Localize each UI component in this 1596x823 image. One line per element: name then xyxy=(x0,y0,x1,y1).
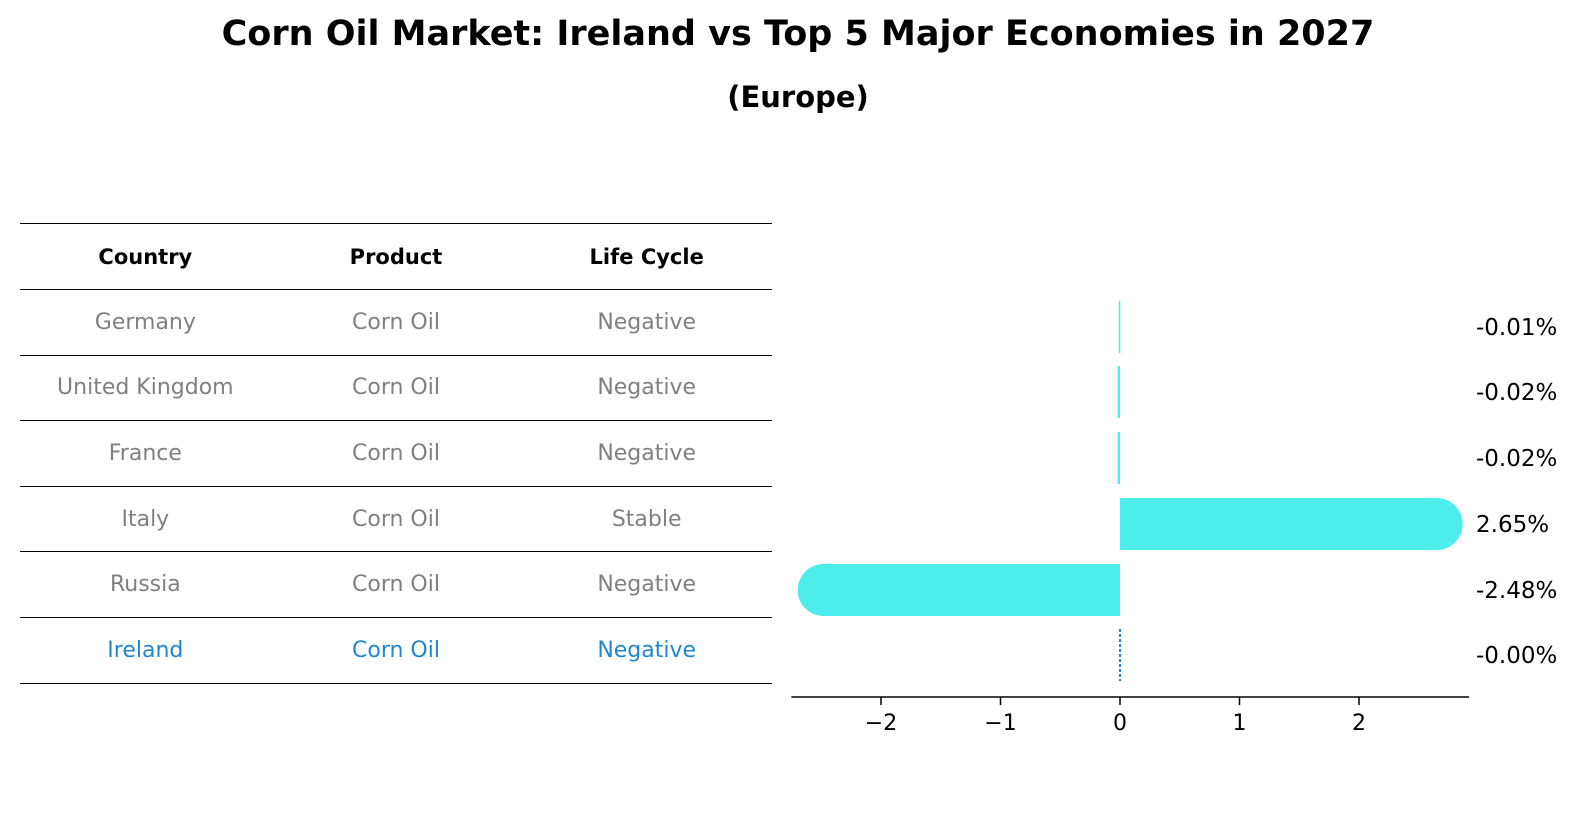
comparison-table: Country Product Life Cycle Germany Corn … xyxy=(20,223,772,684)
x-tick-label: 2 xyxy=(1352,711,1366,736)
cell-life-cycle: Stable xyxy=(611,506,682,532)
cell-life-cycle: Negative xyxy=(597,440,697,466)
bar-value-label: -2.48% xyxy=(1476,578,1557,604)
bar-value-label: -0.00% xyxy=(1476,643,1557,669)
cell-life-cycle: Negative xyxy=(597,309,697,335)
bar xyxy=(1120,498,1463,550)
cell-life-cycle: Negative xyxy=(597,375,697,401)
bar xyxy=(1117,366,1120,418)
cell-country: Russia xyxy=(109,572,181,598)
header-country: Country xyxy=(98,244,193,269)
cell-country: Germany xyxy=(94,309,196,335)
bar-value-label: -0.01% xyxy=(1476,315,1557,341)
cell-product: Corn Oil xyxy=(352,440,440,466)
table-row: Russia Corn Oil Negative xyxy=(20,552,772,618)
x-tick-label: −1 xyxy=(984,711,1016,736)
cell-product: Corn Oil xyxy=(352,506,440,532)
cell-life-cycle: Negative xyxy=(597,637,697,663)
bar xyxy=(1117,432,1120,484)
bar-value-label: -0.02% xyxy=(1476,446,1557,472)
cell-life-cycle: Negative xyxy=(597,572,697,598)
chart-title: Corn Oil Market: Ireland vs Top 5 Major … xyxy=(221,14,1375,54)
table-row: Germany Corn Oil Negative xyxy=(20,290,772,356)
bar-value-label: 2.65% xyxy=(1476,512,1549,538)
cell-product: Corn Oil xyxy=(352,309,440,335)
table-header-row: Country Product Life Cycle xyxy=(20,223,772,290)
cell-country: Italy xyxy=(121,506,170,532)
cell-product: Corn Oil xyxy=(352,572,440,598)
bar-value-label: -0.02% xyxy=(1476,380,1557,406)
table-row: Italy Corn Oil Stable xyxy=(20,487,772,553)
bar xyxy=(1118,301,1121,353)
header-life-cycle: Life Cycle xyxy=(589,244,704,269)
x-tick-label: 0 xyxy=(1113,711,1127,736)
cell-product: Corn Oil xyxy=(352,637,440,663)
table-row-highlighted: Ireland Corn Oil Negative xyxy=(20,618,772,684)
chart-subtitle: (Europe) xyxy=(727,80,869,114)
bar xyxy=(797,564,1120,616)
cell-country: France xyxy=(108,440,182,466)
table-row: France Corn Oil Negative xyxy=(20,421,772,487)
header-product: Product xyxy=(349,244,443,269)
cell-product: Corn Oil xyxy=(352,375,440,401)
cell-country: United Kingdom xyxy=(57,375,234,401)
x-tick-label: −2 xyxy=(865,711,897,736)
cell-country: Ireland xyxy=(107,637,184,663)
x-tick-label: 1 xyxy=(1233,711,1247,736)
table-row: United Kingdom Corn Oil Negative xyxy=(20,356,772,422)
